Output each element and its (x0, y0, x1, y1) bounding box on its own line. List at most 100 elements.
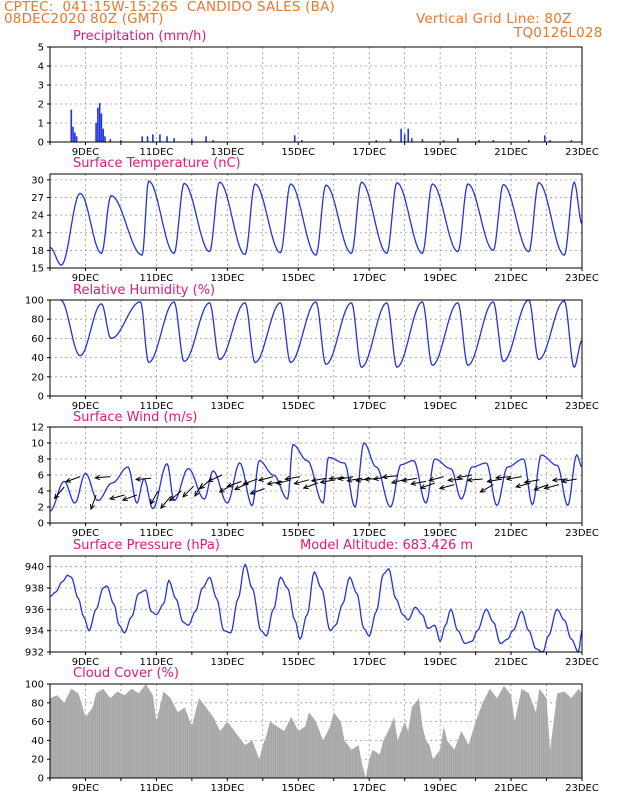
wind-arrow-shaft (534, 484, 549, 491)
wind-arrow-head (275, 480, 282, 486)
wind-arrow-shaft (250, 488, 265, 495)
precip-bar (293, 135, 296, 142)
x-tick-label: 19DEC (423, 401, 457, 412)
precip-bar (212, 140, 214, 142)
pressure-title: Surface Pressure (hPa) (73, 538, 220, 553)
wind-arrow-head (199, 483, 205, 490)
wind-arrow-head (355, 477, 362, 483)
wind-arrow-shaft (448, 478, 464, 481)
model-altitude-label: Model Altitude: 683.426 m (300, 538, 473, 553)
wind-series-line (49, 442, 583, 512)
x-tick-label: 13DEC (210, 273, 244, 284)
pressure-panel: 932 934 936 938 940 9DEC 11DEC 13DEC 15DEC 17DEC 1… (25, 538, 599, 668)
cloud-panel: 0 20 40 60 80 100 9DEC 11DEC 13DEC 15DEC 17DEC 19DE… (25, 666, 599, 794)
wind-arrow-shaft (122, 494, 138, 501)
x-tick-label: 19DEC (423, 147, 457, 158)
wind-arrow-shaft (544, 484, 560, 489)
y-tick-label: 0 (38, 138, 44, 149)
y-tick-label: 20 (31, 372, 44, 383)
x-tick-label: 9DEC (72, 783, 99, 794)
x-tick-label: 9DEC (72, 657, 99, 668)
x-tick-label: 9DEC (72, 273, 99, 284)
wind-arrow-shaft (411, 480, 427, 485)
wind-arrow-shaft (95, 476, 111, 479)
precip-bar (173, 138, 175, 142)
wind-arrow-shaft (243, 478, 258, 485)
y-tick-label: 0 (38, 392, 44, 403)
y-tick-label: 932 (25, 648, 44, 659)
wind-arrow-shaft (356, 477, 372, 482)
precip-bar (109, 139, 112, 142)
y-tick-label: 10 (31, 439, 44, 450)
wind-arrow-shaft (561, 478, 577, 483)
precip-bar (98, 103, 101, 142)
y-tick-label: 4 (38, 62, 44, 73)
wind-title: Surface Wind (m/s) (73, 410, 197, 425)
wind-arrow-head (160, 503, 166, 509)
precip-bar (301, 140, 303, 142)
x-tick-label: 17DEC (352, 147, 386, 158)
y-tick-label: 27 (31, 193, 44, 204)
wind-arrow-head (266, 480, 273, 486)
precip-bar (549, 140, 551, 142)
wind-arrow-head (543, 484, 550, 490)
wind-arrow-head (302, 484, 309, 490)
precip-bar (407, 128, 410, 142)
x-tick-label: 11DEC (140, 147, 174, 158)
y-tick-label: 100 (25, 680, 44, 691)
y-tick-label: 12 (31, 423, 44, 434)
x-tick-label: 11DEC (140, 657, 174, 668)
wind-arrow-head (363, 476, 370, 482)
wind-arrow-shaft (524, 479, 540, 483)
wind-arrow-shaft (227, 480, 242, 488)
precip-bar (543, 135, 546, 142)
wind-arrow-shaft (382, 475, 398, 478)
precip-bar (403, 134, 406, 142)
wind-arrow-head (514, 483, 522, 489)
wind-arrow-shaft (420, 482, 435, 489)
wind-arrow-head (505, 475, 512, 482)
wind-arrow-head (182, 491, 188, 498)
x-tick-label: 13DEC (210, 783, 244, 794)
wind-arrow-shaft (467, 478, 483, 481)
wind-arrow-head (257, 476, 264, 482)
precip-bar (70, 109, 73, 142)
precip-bar (457, 138, 459, 142)
precip-bar (492, 140, 495, 142)
x-tick-label: 13DEC (210, 528, 244, 539)
x-tick-label: 21DEC (494, 783, 528, 794)
wind-arrow-head (438, 484, 445, 490)
y-tick-label: 80 (31, 698, 44, 709)
wind-arrow-shaft (496, 476, 512, 479)
wind-arrow-head (94, 474, 101, 481)
wind-arrow-shaft (285, 476, 301, 480)
wind-arrow-head (346, 477, 353, 483)
x-tick-label: 15DEC (281, 783, 315, 794)
wind-arrow-head (168, 495, 175, 502)
wind-arrow-head (381, 474, 388, 480)
x-tick-label: 21DEC (494, 528, 528, 539)
precip-bar (205, 136, 207, 142)
wind-arrow-head (226, 482, 233, 488)
x-tick-label: 15DEC (281, 401, 315, 412)
y-tick-label: 21 (31, 228, 44, 239)
wind-arrow-head (401, 477, 408, 483)
wind-arrow-shaft (429, 476, 444, 481)
x-tick-label: 21DEC (494, 657, 528, 668)
y-tick-label: 938 (25, 584, 44, 595)
y-tick-label: 8 (38, 455, 44, 466)
pressure-series-line (49, 563, 583, 654)
wind-arrow-head (337, 475, 344, 482)
x-tick-label: 11DEC (140, 783, 174, 794)
wind-arrow-head (428, 476, 435, 482)
wind-arrow-shaft (160, 496, 171, 509)
y-tick-label: 0 (38, 774, 44, 785)
wind-arrow-shaft (258, 476, 274, 481)
x-tick-label: 11DEC (140, 273, 174, 284)
x-tick-label: 21DEC (494, 147, 528, 158)
precip-bar (375, 140, 378, 142)
wind-arrow-head (249, 489, 256, 495)
plot-frame (49, 555, 583, 653)
wind-arrow-shaft (311, 477, 327, 482)
